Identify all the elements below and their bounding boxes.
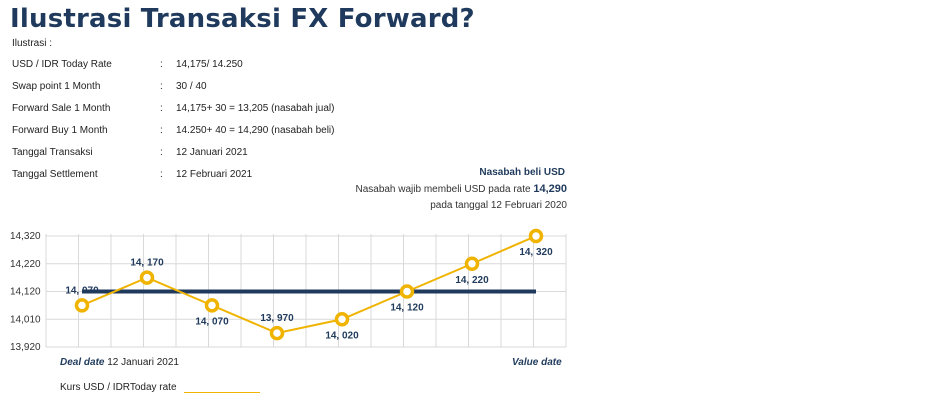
rate-marker [139,270,155,285]
value-date-label: Value date [512,357,562,368]
detail-row-value: 12 Januari 2021 [176,147,248,158]
detail-row-colon: : [160,59,163,70]
detail-row-value: 14,175+ 30 = 13,205 (nasabah jual) [176,103,335,114]
rate-markers [74,228,544,341]
detail-row-label: Tanggal Transaksi [12,147,93,158]
rate-marker [464,256,480,271]
rate-marker [334,312,350,327]
rate-point-label: 14, 220 [455,275,489,286]
note-line1: Nasabah wajib membeli USD pada rate 14,2… [355,183,567,195]
detail-row-value: 30 / 40 [176,81,207,92]
rate-point-label: 13, 970 [260,313,294,324]
rate-marker [204,298,220,313]
detail-row-label: Tanggal Settlement [12,169,98,180]
detail-row-colon: : [160,125,163,136]
value-date: Value date [512,357,562,368]
detail-row-colon: : [160,103,163,114]
page-title: Ilustrasi Transaksi FX Forward? [10,4,475,34]
rate-point-label: 14, 070 [65,285,99,296]
rate-point-label: 14, 070 [195,316,229,327]
detail-row-value: 14,175/ 14.250 [176,59,243,70]
detail-row-colon: : [160,147,163,158]
rate-series-line [81,235,537,335]
detail-row-label: USD / IDR Today Rate [12,59,112,70]
y-tick-label: 14,010 [10,314,41,325]
rate-point-labels: 14, 070 14, 170 14, 070 13, 970 14, 020 14, 1… [65,247,553,341]
rate-marker [528,228,544,244]
kurs-label: Kurs USD / IDRToday rate [60,382,177,393]
note-line2: pada tanggal 12 Februari 2020 [430,200,567,211]
detail-row-label: Forward Buy 1 Month [12,125,108,136]
detail-row-colon: : [160,169,163,180]
detail-row-colon: : [160,81,163,92]
y-tick-labels: 14,320 14,220 14,120 14,010 13,920 [10,231,41,353]
detail-row-value: 14.250+ 40 = 14,290 (nasabah beli) [176,125,335,136]
y-tick-label: 13,920 [10,342,41,353]
rate-marker [399,284,415,299]
rate-point-label: 14, 020 [325,330,359,341]
detail-row-value: 12 Februari 2021 [176,169,253,180]
deal-date: Deal date 12 Januari 2021 [60,357,179,368]
rate-point-label: 14, 170 [130,258,164,269]
rate-point-label: 14, 320 [519,247,553,258]
note-heading: Nasabah beli USD [479,167,565,178]
y-tick-label: 14,320 [10,231,41,242]
y-tick-label: 14,220 [10,259,41,270]
deal-date-label: Deal date [60,357,105,368]
note-rate: 14,290 [533,183,567,195]
detail-row-label: Forward Sale 1 Month [12,103,111,114]
rate-marker [269,325,285,341]
note-line1-text: Nasabah wajib membeli USD pada rate [355,184,534,195]
detail-row-label: Swap point 1 Month [12,81,101,92]
kurs-blank-line [184,392,260,393]
rate-marker [74,298,90,313]
y-tick-label: 14,120 [10,287,41,298]
intro-label: Ilustrasi : [12,38,53,49]
rate-point-label: 14, 120 [390,303,424,314]
deal-date-value: 12 Januari 2021 [104,357,179,368]
